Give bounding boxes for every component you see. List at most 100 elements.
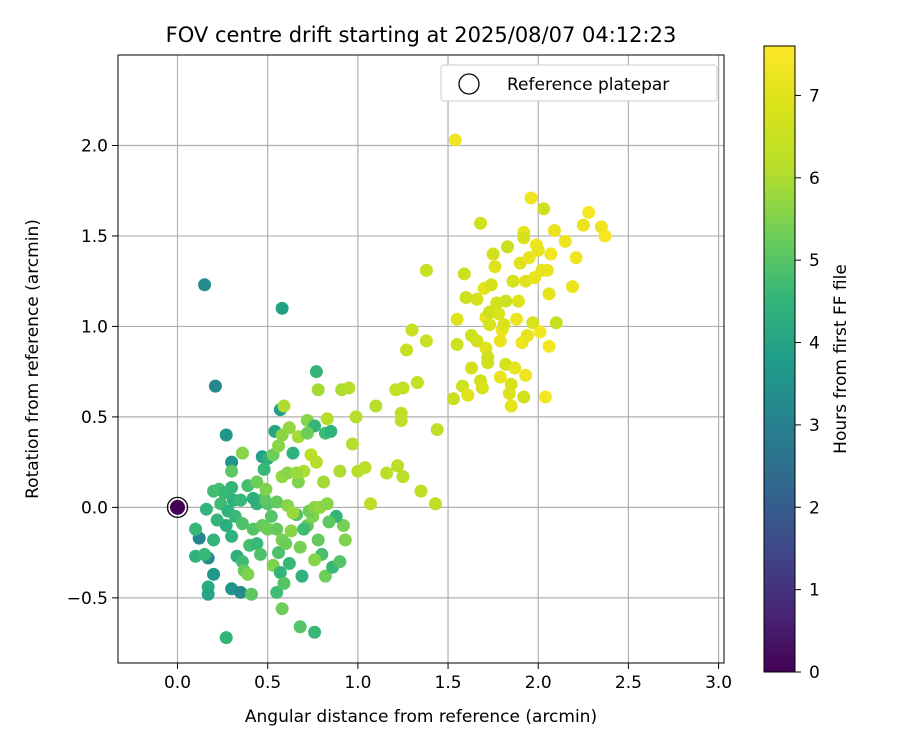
data-point [189, 522, 203, 536]
chart-title: FOV centre drift starting at 2025/08/07 … [166, 23, 677, 47]
data-point [519, 368, 533, 382]
x-tick-label: 2.5 [615, 673, 642, 693]
data-point [338, 533, 352, 547]
data-point [317, 475, 331, 489]
x-axis: 0.0 0.5 1.0 1.5 2.0 2.5 3.0 [164, 663, 732, 693]
data-point [522, 251, 536, 265]
colorbar-tick-label: 1 [809, 581, 820, 601]
data-point [225, 480, 239, 494]
data-point [235, 446, 249, 460]
data-point [419, 334, 433, 348]
data-point [481, 350, 495, 364]
data-point [517, 390, 531, 404]
data-point [446, 392, 460, 406]
data-point [320, 412, 334, 426]
data-point [419, 263, 433, 277]
data-point [501, 240, 515, 254]
data-point [483, 318, 497, 332]
data-point [308, 625, 322, 639]
data-point [396, 470, 410, 484]
data-point [246, 491, 260, 505]
legend: Reference platepar [440, 64, 718, 102]
data-point [576, 218, 590, 232]
data-point [504, 399, 518, 413]
reference-platepar-point [170, 499, 186, 515]
data-point [380, 466, 394, 480]
data-point [358, 461, 372, 475]
data-point [297, 522, 311, 536]
data-point [391, 459, 405, 473]
data-point [272, 546, 286, 560]
data-point [520, 328, 534, 342]
data-point [336, 518, 350, 532]
legend-marker-icon [458, 73, 480, 95]
data-point [400, 343, 414, 357]
data-point [290, 466, 304, 480]
data-point [582, 205, 596, 219]
y-tick-label: −0.5 [67, 589, 108, 609]
data-point [414, 484, 428, 498]
data-point [333, 464, 347, 478]
data-point [207, 567, 221, 581]
colorbar-tick-label: 2 [809, 498, 820, 518]
data-point [450, 338, 464, 352]
y-tick-label: 2.0 [81, 136, 108, 156]
data-point [566, 280, 579, 294]
data-point [300, 426, 314, 440]
data-point [311, 383, 325, 397]
data-point [369, 399, 383, 413]
data-point [308, 553, 322, 567]
data-point [470, 292, 484, 306]
data-point [198, 547, 212, 561]
data-point [235, 517, 249, 531]
colorbar-gradient [763, 45, 796, 673]
data-point [241, 567, 255, 581]
data-point [311, 533, 325, 547]
data-point [497, 318, 511, 332]
data-point [273, 566, 287, 580]
data-point [524, 191, 538, 205]
data-point [510, 312, 524, 326]
reference-platepar-marker [166, 496, 189, 519]
data-point [538, 390, 552, 404]
data-point [219, 518, 233, 532]
y-tick-label: 1.5 [81, 227, 108, 247]
data-point [322, 515, 336, 529]
data-point [234, 585, 248, 599]
y-axis-label: Rotation from reference (arcmin) [23, 219, 43, 499]
data-point [225, 455, 239, 469]
x-tick-label: 1.0 [344, 673, 371, 693]
data-point [198, 278, 212, 292]
colorbar-tick-label: 4 [809, 334, 820, 354]
data-point [364, 497, 377, 511]
data-point [286, 506, 300, 520]
data-point [506, 274, 520, 288]
data-point [261, 522, 275, 536]
colorbar-tick-label: 5 [809, 251, 820, 271]
data-point [219, 631, 233, 645]
x-tick-label: 3.0 [705, 673, 732, 693]
data-point [531, 243, 545, 257]
data-point [257, 462, 271, 476]
data-point [430, 423, 444, 437]
data-point [225, 464, 239, 478]
data-point [450, 312, 464, 326]
data-point [508, 361, 522, 375]
points [189, 133, 612, 645]
data-point [279, 537, 293, 551]
colorbar-label: Hours from first FF file [831, 264, 851, 454]
data-point [324, 424, 338, 438]
data-point [281, 466, 295, 480]
y-axis: −0.5 0.0 0.5 1.0 1.5 2.0 [67, 136, 118, 609]
data-point [569, 251, 583, 265]
data-point [250, 475, 264, 489]
grid [118, 55, 724, 663]
data-point [474, 216, 488, 230]
x-tick-label: 1.5 [435, 673, 462, 693]
data-point [286, 446, 300, 460]
colorbar: 0 1 2 3 4 5 6 7 Hours from first FF file [763, 45, 851, 683]
data-point [544, 247, 558, 261]
data-point [470, 334, 484, 348]
data-point [465, 361, 478, 375]
